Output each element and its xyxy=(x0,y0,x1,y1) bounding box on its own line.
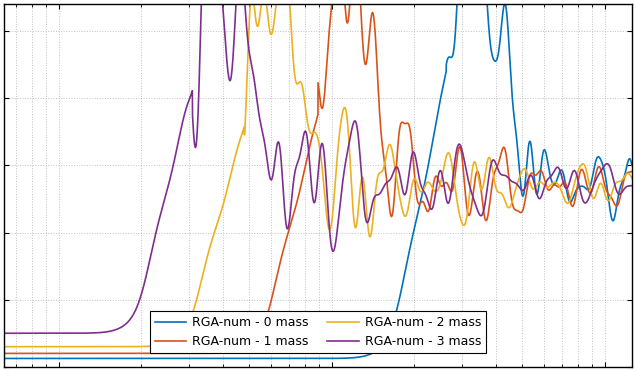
RGA-num - 2 mass xyxy=(609,188,616,193)
RGA-num - 3 mass xyxy=(198,2,205,6)
RGA-num - 1 mass xyxy=(1,351,8,356)
RGA-num - 3 mass xyxy=(269,172,277,177)
RGA-num - 1 mass xyxy=(609,198,616,202)
RGA-num - 3 mass xyxy=(457,143,464,147)
RGA-num - 0 mass xyxy=(457,2,464,6)
RGA-num - 2 mass xyxy=(269,27,277,31)
RGA-num - 2 mass xyxy=(577,162,585,167)
RGA-num - 3 mass xyxy=(628,183,635,188)
RGA-num - 2 mass xyxy=(264,16,272,20)
Line: RGA-num - 3 mass: RGA-num - 3 mass xyxy=(4,4,632,333)
RGA-num - 1 mass xyxy=(577,167,585,172)
Line: RGA-num - 2 mass: RGA-num - 2 mass xyxy=(4,4,632,347)
RGA-num - 1 mass xyxy=(457,145,464,150)
RGA-num - 3 mass xyxy=(609,174,616,178)
RGA-num - 0 mass xyxy=(298,356,306,361)
RGA-num - 3 mass xyxy=(264,164,272,169)
RGA-num - 1 mass xyxy=(269,292,277,296)
RGA-num - 0 mass xyxy=(628,163,635,167)
RGA-num - 0 mass xyxy=(1,356,8,361)
RGA-num - 1 mass xyxy=(264,311,272,315)
RGA-num - 2 mass xyxy=(457,216,464,220)
RGA-num - 3 mass xyxy=(577,193,585,198)
RGA-num - 2 mass xyxy=(628,175,635,180)
RGA-num - 2 mass xyxy=(1,344,8,349)
RGA-num - 1 mass xyxy=(298,177,306,181)
RGA-num - 2 mass xyxy=(299,85,307,89)
RGA-num - 0 mass xyxy=(453,2,461,6)
RGA-num - 1 mass xyxy=(628,169,635,174)
RGA-num - 0 mass xyxy=(577,184,585,188)
RGA-num - 0 mass xyxy=(264,356,272,361)
RGA-num - 3 mass xyxy=(1,331,8,335)
RGA-num - 1 mass xyxy=(328,2,336,6)
Line: RGA-num - 0 mass: RGA-num - 0 mass xyxy=(4,4,632,358)
Line: RGA-num - 1 mass: RGA-num - 1 mass xyxy=(4,4,632,354)
RGA-num - 2 mass xyxy=(247,2,254,6)
Legend: RGA-num - 0 mass, RGA-num - 1 mass, RGA-num - 2 mass, RGA-num - 3 mass: RGA-num - 0 mass, RGA-num - 1 mass, RGA-… xyxy=(149,311,487,353)
RGA-num - 0 mass xyxy=(609,219,616,223)
RGA-num - 0 mass xyxy=(269,356,277,361)
RGA-num - 3 mass xyxy=(299,139,307,143)
